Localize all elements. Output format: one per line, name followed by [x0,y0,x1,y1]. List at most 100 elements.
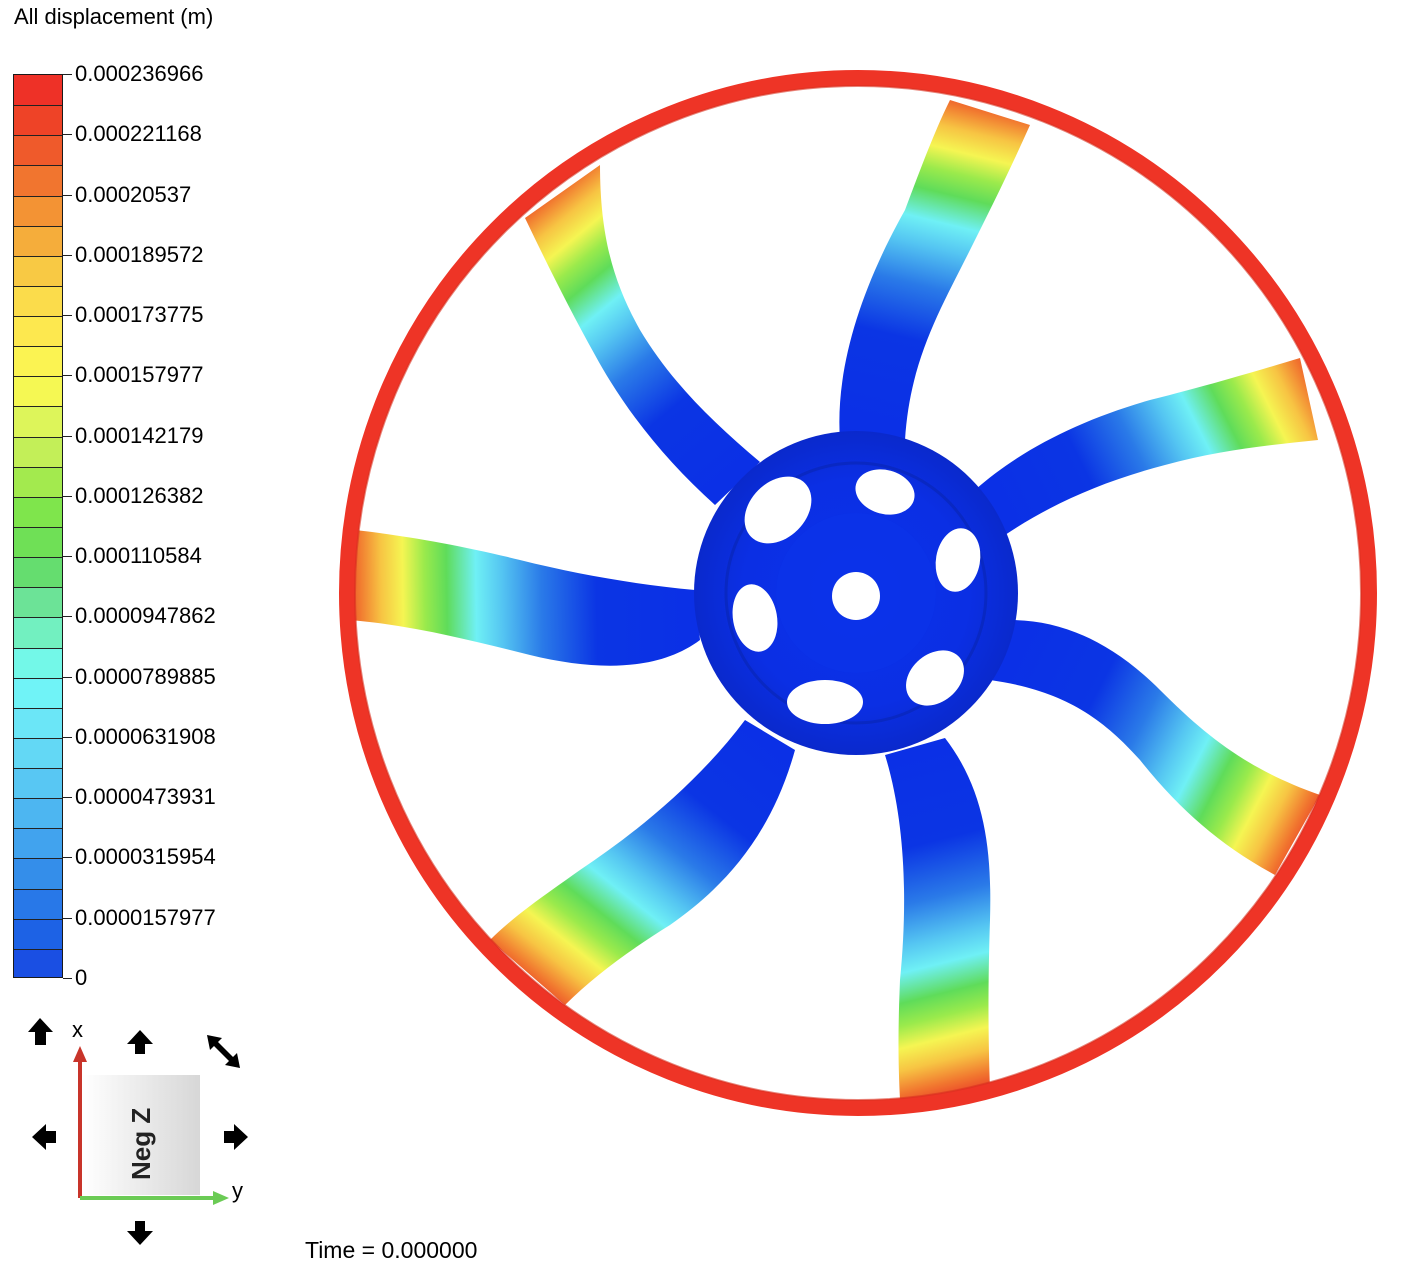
x-axis-arrow [73,1046,87,1062]
legend-tick-label: 0.000110584 [75,543,202,569]
color-band [14,677,62,709]
spoke-4 [885,738,991,1100]
view-cube-face[interactable] [82,1075,200,1195]
color-band [14,376,62,407]
spoke-6 [350,530,700,666]
spoke-5 [490,720,795,1005]
color-band-separator [14,496,62,498]
color-band [14,316,62,347]
legend-tick-label: 0.0000789885 [75,663,216,689]
color-band-separator [14,707,62,709]
color-band [14,647,62,679]
rotate-diagonal-icon[interactable] [207,1035,240,1068]
hub-hole [855,469,915,515]
color-band [14,858,62,890]
color-band [14,948,62,977]
arrow-up-icon[interactable] [127,1030,153,1054]
legend-tick-mark [63,315,72,317]
color-band-separator [14,677,62,679]
legend-tick-label: 0.000126382 [75,482,204,508]
arrow-down-icon[interactable] [127,1221,153,1245]
legend-tick-label: 0.000221168 [75,121,202,147]
color-band [14,587,62,618]
y-axis-label: y [232,1178,243,1203]
color-band-separator [14,165,62,167]
color-band-separator [14,737,62,739]
legend-tick-label: 0.0000315954 [75,844,216,870]
legend-tick-label: 0.000142179 [75,422,204,448]
color-band [14,436,62,468]
color-band [14,165,62,197]
view-navigator[interactable]: Neg Z x y [20,1010,260,1250]
legend-title: All displacement (m) [14,4,214,29]
color-band-separator [14,768,62,770]
rim [339,70,1377,1116]
spoke-2 [975,358,1318,535]
legend-tick-mark [63,556,72,558]
legend-tick-mark [63,194,72,196]
color-band [14,918,62,950]
color-band [14,75,62,106]
color-band [14,285,62,317]
color-band-separator [14,918,62,920]
color-band-separator [14,255,62,257]
center-bore [832,572,880,620]
y-axis-arrow [213,1191,229,1205]
hub [694,431,1018,755]
color-band [14,798,62,829]
color-band-separator [14,285,62,287]
legend-tick-label: 0.0000947862 [75,603,216,629]
legend-tick-label: 0.0000631908 [75,723,216,749]
color-band-separator [14,225,62,227]
color-band-separator [14,948,62,950]
spoke-3 [990,620,1320,875]
color-band [14,828,62,859]
color-band [14,466,62,498]
color-band-separator [14,436,62,438]
legend-tick-mark [63,254,72,256]
legend-tick-label: 0 [75,965,88,990]
legend-tick-mark [63,797,72,799]
time-label: Time = 0.000000 [305,1237,478,1263]
color-band [14,346,62,377]
color-band [14,527,62,558]
legend-tick-mark [63,676,72,678]
color-band-separator [14,888,62,890]
arrow-right-icon[interactable] [224,1124,248,1150]
color-band-separator [14,406,62,408]
legend-tick-mark [63,917,72,919]
color-band [14,737,62,769]
color-band-separator [14,466,62,468]
legend-tick-mark [63,74,72,75]
color-band [14,557,62,588]
color-band-separator [14,376,62,378]
view-face-label: Neg Z [126,1108,156,1180]
color-band-separator [14,798,62,800]
color-band [14,105,62,136]
legend-tick-label: 0.000157977 [75,362,204,388]
hub-hole [732,584,778,652]
color-band-separator [14,617,62,619]
legend-tick-mark [63,616,72,618]
spoke-1 [839,100,1030,440]
legend-tick-mark [63,495,72,497]
legend-tick-label: 0.00020537 [75,181,192,207]
color-band [14,255,62,287]
arrow-left-icon[interactable] [32,1124,56,1150]
wheel-model [339,70,1377,1116]
hub-hole [744,476,812,544]
legend-tick-label: 0.000189572 [75,241,204,267]
color-band [14,707,62,739]
hub-hole [787,680,863,724]
color-band [14,195,62,227]
model-viewport[interactable] [300,40,1400,1120]
color-band [14,225,62,257]
color-band [14,496,62,528]
color-band-separator [14,647,62,649]
color-band-separator [14,316,62,318]
color-band-separator [14,557,62,559]
color-band [14,617,62,649]
rotate-up-left-icon[interactable] [28,1018,53,1045]
color-band-separator [14,135,62,137]
legend-tick-label: 0.000236966 [75,61,204,86]
